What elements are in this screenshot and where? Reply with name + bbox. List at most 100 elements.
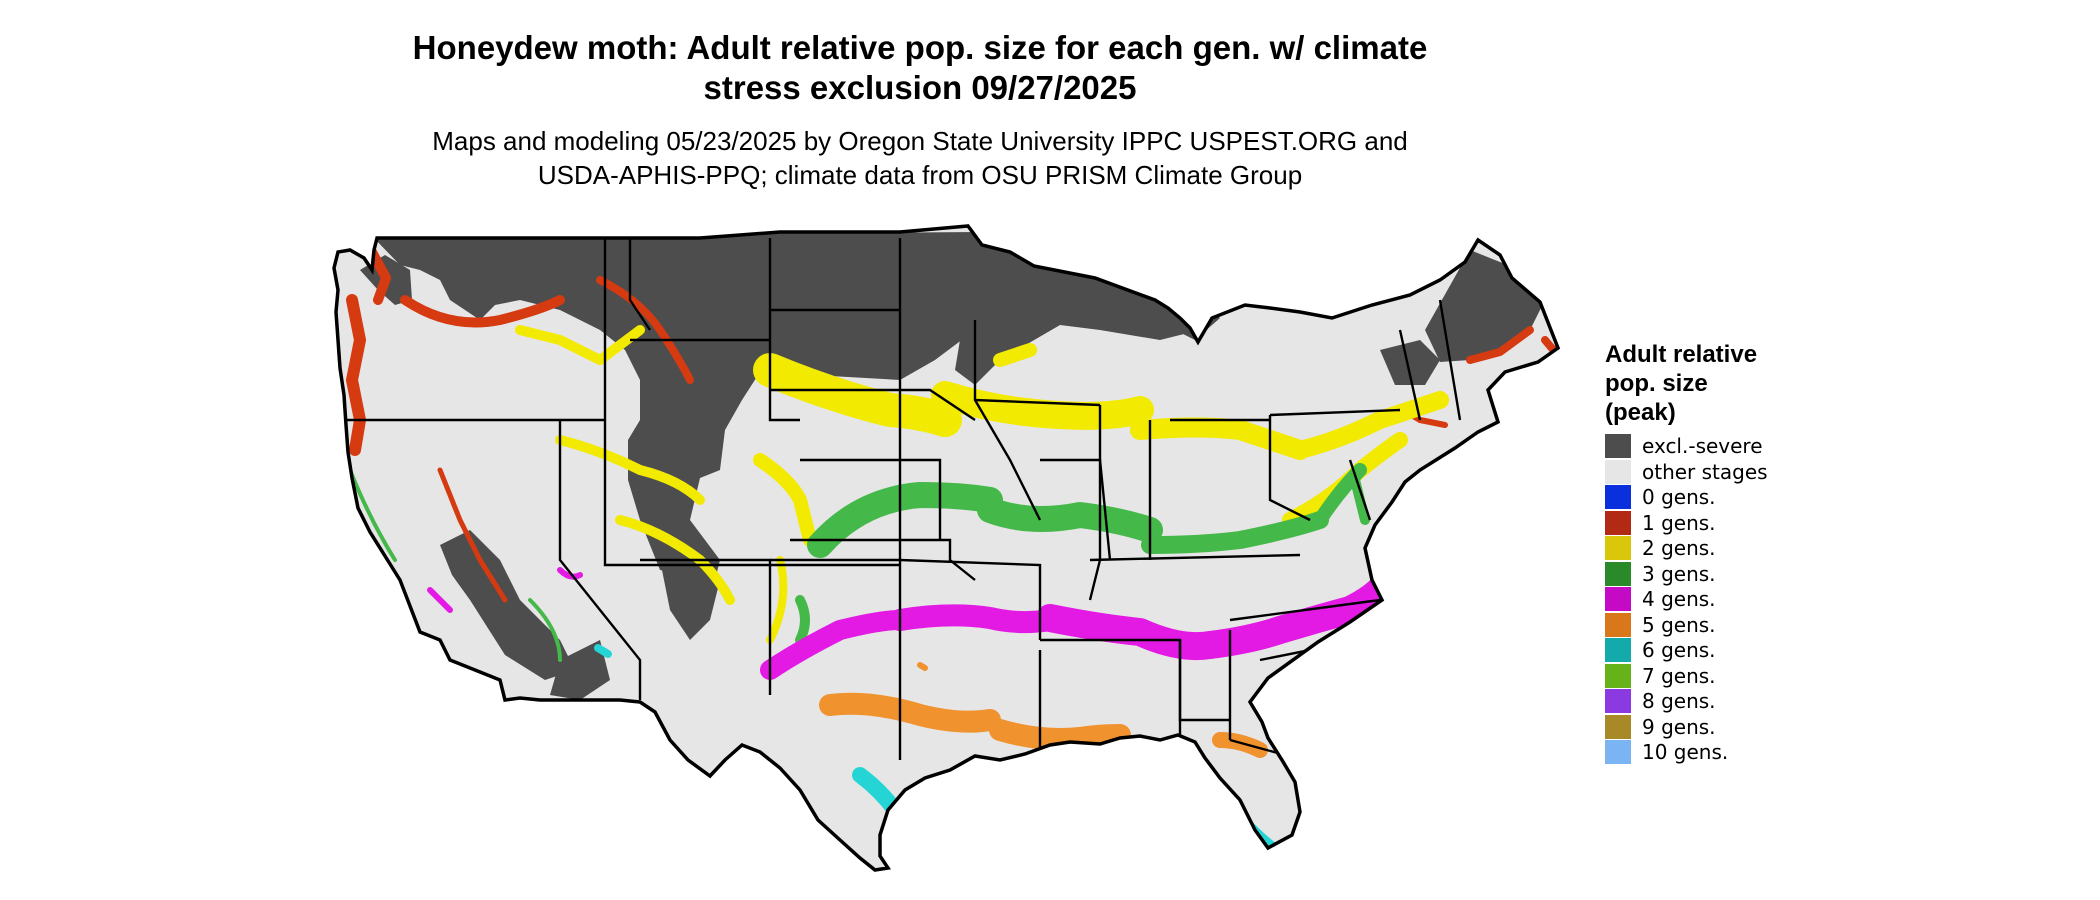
legend-label: 3 gens. (1642, 561, 1716, 586)
legend-item: 2 gens. (1605, 535, 1885, 561)
legend-title-line-1: Adult relative (1605, 341, 1758, 368)
legend-label: other stages (1642, 459, 1768, 484)
us-map (332, 224, 1560, 872)
border-md-de (1348, 459, 1372, 521)
map-region-excluded-az (550, 640, 610, 700)
border-vt-nh (1438, 299, 1462, 421)
map-region-excluded-west (372, 232, 990, 580)
map-region-gen1-idaho (596, 276, 694, 384)
border-ne-ks (800, 458, 942, 540)
border-ut-co (603, 420, 900, 567)
legend-item: excl.-severe (1605, 433, 1885, 459)
legend-swatch (1605, 612, 1631, 637)
legend-swatch (1605, 689, 1631, 713)
border-ok-ar (899, 558, 1042, 640)
map-title-line-2: stress exclusion 09/27/2025 (703, 69, 1137, 106)
map-region-gen2-ohio (1130, 417, 1310, 460)
legend-label: 9 gens. (1642, 714, 1716, 739)
map-region-gen5-tx-central (819, 692, 1001, 733)
legend-item: 3 gens. (1605, 561, 1885, 587)
map-region-gen2-iowa (931, 381, 1154, 430)
map-region-gen4-nv (557, 567, 583, 580)
map-region-excluded-ny (1380, 340, 1440, 385)
border-pa-ny (1269, 408, 1401, 417)
legend-swatch (1605, 587, 1631, 611)
map-region-gen3-chesapeake (1350, 475, 1370, 525)
map-subtitle-line-2: USDA-APHIS-PPQ; climate data from OSU PR… (537, 160, 1303, 190)
legend-label: 1 gens. (1642, 510, 1716, 535)
map-region-excluded-wisconsin (1010, 292, 1150, 330)
border-ia-mo (974, 398, 1101, 407)
map-region-gen2-minnesota (993, 343, 1037, 367)
map-region-gen1-maine (1466, 326, 1534, 364)
map-region-gen1-puget (367, 247, 391, 305)
border-ms-al (1178, 640, 1230, 722)
state-borders (345, 238, 1462, 760)
map-region-gen5-louisiana (989, 719, 1131, 750)
border-mn-ia (973, 320, 1042, 521)
legend-label: excl.-severe (1642, 434, 1763, 458)
map-subtitle: Maps and modeling 05/23/2025 by Oregon S… (300, 124, 1540, 192)
legend-label: 4 gens. (1642, 587, 1716, 611)
border-nv-az (558, 420, 642, 700)
legend-item: 8 gens. (1605, 688, 1885, 714)
legend-swatch (1605, 561, 1631, 586)
border-ks-ok (790, 538, 976, 581)
map-region-gen1-coast (346, 294, 366, 456)
legend-label: 7 gens. (1642, 663, 1716, 688)
legend-label: 10 gens. (1642, 740, 1729, 764)
map-region-gen3-kentucky (1141, 511, 1329, 554)
legend-item: 5 gens. (1605, 612, 1885, 638)
legend-label: 2 gens. (1642, 536, 1716, 560)
legend-title-line-3: (peak) (1605, 399, 1676, 426)
legend-swatch (1605, 663, 1631, 688)
legend-swatch (1605, 434, 1631, 458)
legend-swatch (1605, 638, 1631, 662)
border-tn-nc (1229, 598, 1381, 622)
legend-swatch (1605, 714, 1631, 739)
legend-title-line-2: pop. size (1605, 370, 1708, 397)
border-mt-id (628, 238, 651, 331)
map-region-gen3-virginia (1313, 463, 1367, 527)
legend-item: 6 gens. (1605, 637, 1885, 663)
map-region-gen2-utah-nevada (555, 435, 705, 505)
border-ky-tn (1089, 553, 1301, 562)
legend-label: 0 gens. (1642, 485, 1716, 509)
map-region-gen2-pa (1291, 391, 1449, 459)
map-region-gen2-colorado-east (753, 453, 817, 547)
map-legend: Adult relative pop. size (peak) excl.-se… (1605, 340, 1885, 765)
map-region-gen4-ca-valley (427, 587, 453, 613)
legend-swatch (1605, 740, 1631, 764)
legend-swatch (1605, 485, 1631, 509)
map-region-gen4-mississippi (1036, 604, 1224, 661)
map-region-gen2-nebraska (753, 353, 962, 437)
legend-item: 7 gens. (1605, 663, 1885, 689)
map-region-gen3-missouri (977, 497, 1163, 543)
map-region-gen2-nm (766, 556, 788, 644)
legend-item: other stages (1605, 459, 1885, 485)
map-region-gen3-ca-coast (348, 468, 397, 562)
legend-swatch (1605, 510, 1631, 535)
legend-item: 1 gens. (1605, 510, 1885, 536)
legend-swatch (1605, 459, 1631, 484)
border-mt-wy (768, 238, 800, 422)
map-region-gen4-ok (760, 610, 910, 680)
legend-item: 10 gens. (1605, 739, 1885, 765)
map-region-gen5-speck (917, 662, 928, 671)
legend-item: 4 gens. (1605, 586, 1885, 612)
map-region-gen4-arkansas (889, 604, 1061, 634)
legend-label: 5 gens. (1642, 612, 1716, 637)
legend-swatch (1605, 536, 1631, 560)
border-sd-ne (770, 388, 976, 421)
legend-item: 0 gens. (1605, 484, 1885, 510)
legend-label: 6 gens. (1642, 638, 1716, 662)
map-title-line-1: Honeydew moth: Adult relative pop. size … (412, 29, 1428, 66)
map-region-gen2-oregon (515, 325, 645, 365)
legend-item: 9 gens. (1605, 714, 1885, 740)
map-region-gen3-kansas (807, 482, 1003, 558)
legend-items: excl.-severe other stages 0 gens. 1 gens. 2 … (1605, 433, 1885, 765)
border-oh-pa-wv (1268, 415, 1311, 522)
legend-title: Adult relative pop. size (peak) (1605, 340, 1885, 427)
legend-label: 8 gens. (1642, 689, 1716, 713)
map-region-gen3-mojave (528, 598, 562, 662)
